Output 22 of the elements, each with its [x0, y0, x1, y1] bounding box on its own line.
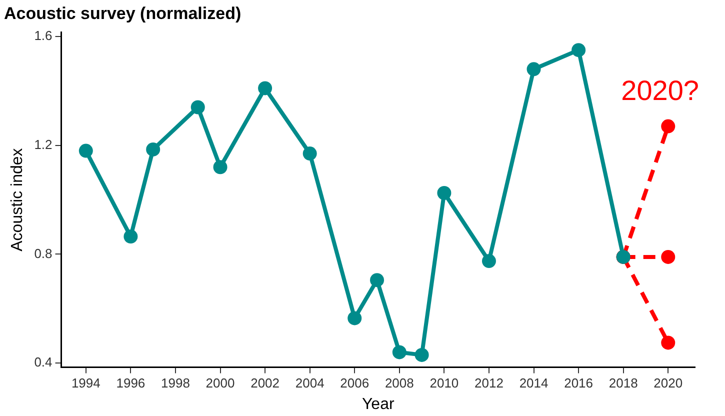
x-axis-title: Year	[362, 396, 395, 413]
y-axis-title: Acoustic index	[9, 148, 26, 252]
y-tick-label: 1.2	[34, 136, 52, 152]
x-tick-label: 2008	[384, 376, 414, 391]
x-tick-label: 2020	[654, 376, 683, 391]
x-tick-label: 1996	[116, 376, 146, 391]
x-tick-label: 2012	[474, 376, 504, 391]
y-tick-label: 1.6	[34, 28, 52, 44]
chart-title: Acoustic survey (normalized)	[4, 4, 242, 23]
x-tick-label: 2002	[250, 376, 280, 391]
x-tick-label: 1994	[71, 376, 100, 391]
x-tick-label: 2014	[519, 376, 548, 391]
annotation: 2020?	[621, 75, 699, 106]
x-tick-label: 2000	[206, 376, 235, 391]
y-tick-label: 0.8	[34, 246, 52, 261]
x-tick-label: 2010	[430, 376, 459, 391]
x-tick-label: 2018	[608, 376, 638, 391]
x-tick-label: 1998	[161, 376, 190, 391]
x-tick-label: 2006	[340, 376, 370, 391]
y-tick-label: 0.4	[34, 354, 52, 370]
x-tick-label: 2004	[295, 376, 324, 391]
x-tick-label: 2016	[564, 376, 594, 391]
